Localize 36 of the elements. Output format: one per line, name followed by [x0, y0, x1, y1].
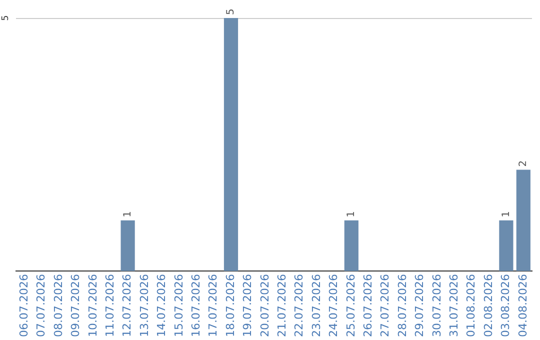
x-tick-label: 17.07.2026	[206, 274, 220, 338]
x-tick-label: 11.07.2026	[103, 274, 116, 338]
x-tick-label: 07.07.2026	[34, 274, 48, 338]
x-tick-label: 23.07.2026	[310, 274, 323, 338]
x-tick-label: 29.07.2026	[413, 274, 426, 338]
x-tick-label: 04.08.2026	[516, 274, 530, 338]
x-tick-label: 01.08.2026	[464, 274, 478, 338]
x-tick-label: 09.07.2026	[69, 274, 82, 338]
x-tick-label: 26.07.2026	[361, 274, 374, 338]
x-tick-label: 08.07.2026	[52, 274, 65, 338]
data-label: 5	[226, 8, 237, 15]
x-tick-label: 16.07.2026	[189, 274, 202, 338]
data-label: 1	[346, 211, 357, 218]
x-tick-label: 24.07.2026	[327, 274, 340, 338]
x-tick-label: 03.08.2026	[499, 274, 512, 338]
x-tick-label: 20.07.2026	[258, 274, 272, 338]
x-tick-label: 25.07.2026	[344, 274, 358, 338]
data-label: 2	[518, 160, 529, 167]
x-tick-label: 31.07.2026	[447, 274, 460, 338]
data-label: 1	[122, 211, 134, 218]
x-tick-label: 22.07.2026	[292, 274, 306, 338]
x-tick-label: 12.07.2026	[120, 274, 134, 338]
x-tick-label: 14.07.2026	[155, 274, 168, 338]
ref-line-label: 5	[0, 15, 11, 21]
x-tick-label: 19.07.2026	[241, 274, 254, 338]
x-tick-label: 21.07.2026	[275, 274, 288, 338]
x-tick-label: 18.07.2026	[224, 274, 237, 338]
x-tick-label: 06.07.2026	[17, 274, 30, 338]
x-tick-label: 15.07.2026	[172, 274, 186, 338]
x-tick-label: 10.07.2026	[86, 274, 100, 338]
x-tick-label: 27.07.2026	[378, 274, 392, 338]
x-tick-label: 28.07.2026	[396, 274, 409, 338]
data-label: 1	[500, 211, 512, 218]
x-tick-label: 02.08.2026	[482, 274, 495, 338]
x-tick-label: 30.07.2026	[430, 274, 444, 338]
x-tick-label: 13.07.2026	[138, 274, 151, 338]
